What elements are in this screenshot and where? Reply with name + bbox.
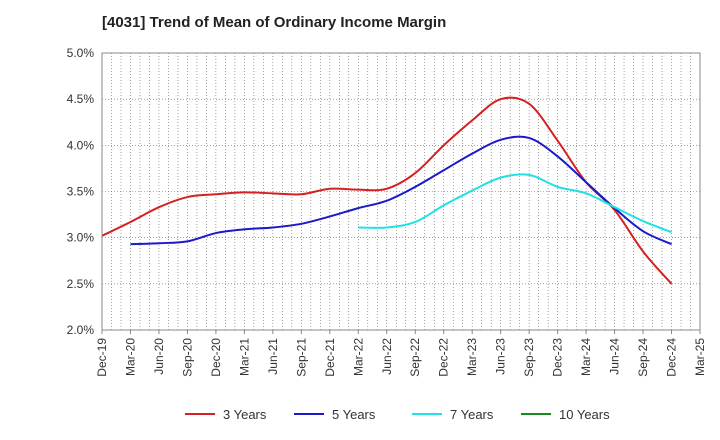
x-tick-label: Sep-21 [294, 338, 308, 377]
x-tick-label: Mar-22 [351, 338, 365, 376]
x-tick-label: Mar-23 [465, 338, 479, 376]
legend: 3 Years 5 Years 7 Years 10 Years [185, 407, 610, 422]
chart-title: [4031] Trend of Mean of Ordinary Income … [102, 14, 447, 31]
y-tick-label: 5.0% [67, 46, 95, 60]
y-tick-label: 2.0% [67, 323, 95, 337]
x-tick-label: Mar-25 [693, 338, 707, 376]
legend-label-7-years: 7 Years [450, 407, 494, 422]
x-tick-label: Dec-20 [209, 338, 223, 377]
series-line-3-years [101, 96, 673, 285]
plot-frame [101, 52, 701, 331]
x-tick-label: Jun-20 [152, 338, 166, 375]
x-tick-label: Sep-24 [636, 338, 650, 377]
y-tick-label: 2.5% [67, 277, 95, 291]
series-lines [101, 96, 673, 285]
x-tick-label: Jun-22 [380, 338, 394, 375]
x-tick-label: Dec-22 [437, 338, 451, 377]
x-axis: Dec-19 Mar-20 Jun-20 Sep-20 Dec-20 Mar-21 Jun-… [95, 330, 707, 377]
grid [101, 52, 701, 331]
x-tick-label: Dec-24 [665, 338, 679, 377]
x-tick-label: Sep-23 [522, 338, 536, 377]
series-line-5-years [130, 135, 672, 246]
x-tick-label: Jun-21 [266, 338, 280, 375]
x-tick-label: Jun-24 [608, 338, 622, 375]
x-tick-label: Jun-23 [494, 338, 508, 375]
x-tick-label: Dec-23 [551, 338, 565, 377]
legend-label-5-years: 5 Years [332, 407, 376, 422]
x-tick-label: Dec-21 [323, 338, 337, 377]
x-tick-label: Sep-22 [408, 338, 422, 377]
legend-label-10-years: 10 Years [559, 407, 610, 422]
y-axis: 2.0% 2.5% 3.0% 3.5% 4.0% 4.5% 5.0% [67, 46, 95, 337]
x-tick-label: Mar-21 [237, 338, 251, 376]
y-tick-label: 4.0% [67, 138, 95, 152]
y-tick-label: 3.5% [67, 185, 95, 199]
legend-label-3-years: 3 Years [223, 407, 267, 422]
x-tick-label: Mar-24 [579, 338, 593, 376]
x-tick-label: Mar-20 [123, 338, 137, 376]
y-tick-label: 3.0% [67, 231, 95, 245]
series-line-7-years [358, 173, 672, 234]
x-tick-label: Sep-20 [180, 338, 194, 377]
y-tick-label: 4.5% [67, 92, 95, 106]
x-tick-label: Dec-19 [95, 338, 109, 377]
